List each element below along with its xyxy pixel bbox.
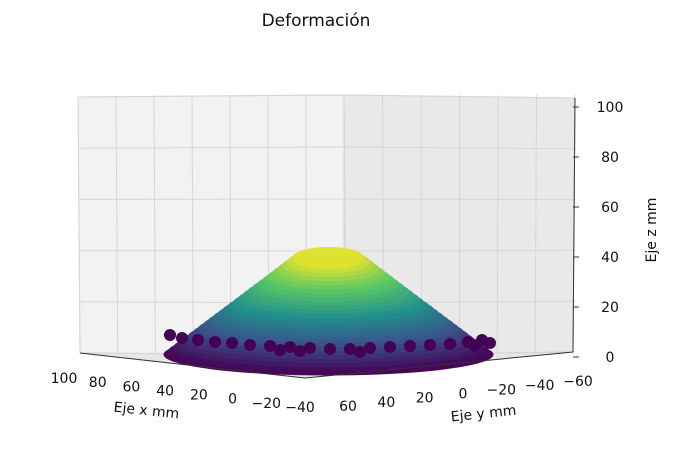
x-tick-label: 80 [89, 375, 107, 391]
x-gridline [115, 96, 119, 354]
z-ticks: 100 80 60 40 20 0 [573, 100, 623, 366]
surface-point [284, 341, 296, 353]
x-tick-label: 100 [51, 371, 78, 387]
surface [163, 246, 496, 376]
y-axis-label: Eje y mm [450, 403, 517, 426]
z-tick-label: 100 [597, 100, 624, 116]
y-tick-label: 0 [459, 387, 468, 403]
x-tick-label: 40 [156, 383, 174, 399]
surface-band [292, 246, 365, 270]
z-tick-label: 0 [606, 350, 615, 366]
z-tick-label: 20 [601, 300, 619, 316]
x-axis-label: Eje x mm [113, 400, 180, 423]
y-ticks: 60 40 20 0 −20 −40 −60 [339, 374, 593, 415]
surface-point [344, 343, 356, 355]
surface-point [176, 332, 188, 344]
surface-point [294, 345, 306, 357]
surface-point [384, 341, 396, 353]
z-tick-label: 60 [601, 200, 619, 216]
x-tick-label: −20 [252, 396, 282, 412]
x-tick-label: 60 [123, 379, 141, 395]
surface-point [274, 344, 286, 356]
surface-point [324, 343, 336, 355]
x-gridline [77, 96, 81, 354]
z-axis-label: Eje z mm [644, 198, 660, 263]
surface-point [192, 334, 204, 346]
surface-point [484, 337, 496, 349]
chart-title: Deformación [262, 11, 371, 31]
surface-point [304, 342, 316, 354]
surface-point [424, 339, 436, 351]
y-tick-label: 20 [416, 391, 434, 407]
x-tick-label: −40 [285, 400, 315, 416]
y-tick-label: 40 [377, 395, 395, 411]
x-axis-line [79, 352, 306, 379]
x-ticks: 100 80 60 40 20 0 −20 −40 [51, 371, 315, 416]
axis-lines [79, 97, 576, 379]
surface-point [364, 342, 376, 354]
y-tick-label: 60 [339, 399, 357, 415]
z-tick-label: 80 [601, 150, 619, 166]
y-tick-label: −60 [563, 374, 593, 390]
x-gridline [153, 96, 156, 354]
surface-point [469, 340, 481, 352]
x-tick-label: 20 [190, 388, 208, 404]
surface-point [264, 340, 276, 352]
surface-point [354, 346, 366, 358]
y-gridline [496, 94, 499, 355]
y-axis-line [304, 351, 574, 379]
surface-point [244, 339, 256, 351]
surface-point [444, 338, 456, 350]
surface-point [209, 336, 221, 348]
surface-point [404, 340, 416, 352]
surface-point [164, 329, 176, 341]
y-tick-label: −40 [525, 378, 555, 394]
y-gridline [534, 94, 537, 355]
x-tick-label: 0 [228, 392, 237, 408]
x-gridline [191, 96, 194, 354]
z-tick-label: 40 [601, 250, 619, 266]
y-tick-label: −20 [487, 382, 517, 398]
z-axis-line [572, 97, 576, 353]
surface-point [226, 337, 238, 349]
